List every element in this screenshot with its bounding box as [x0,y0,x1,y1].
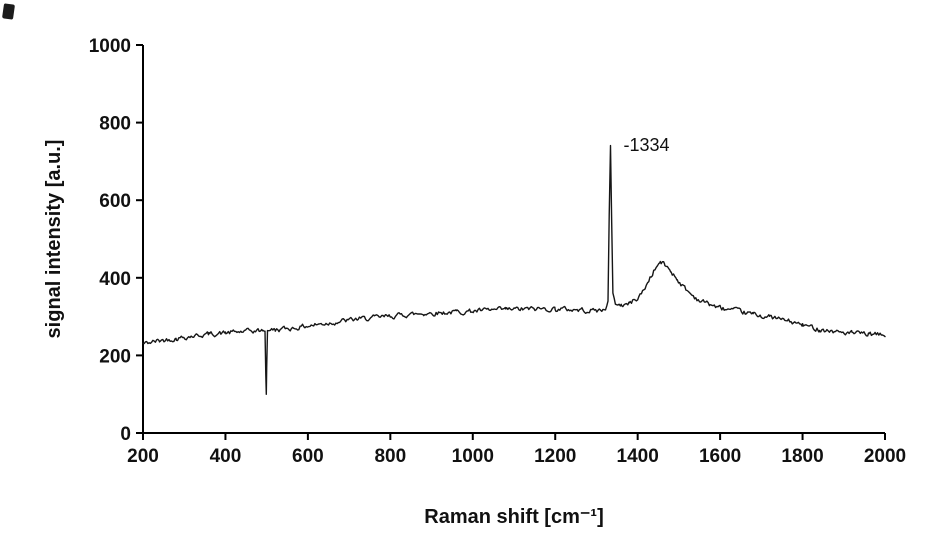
y-tick-label: 200 [99,346,131,367]
x-tick-label: 1600 [699,446,741,467]
scan-artifact [2,3,15,20]
axes [136,44,886,440]
y-tick-label: 1000 [89,36,131,57]
x-tick-label: 1000 [452,446,494,467]
x-tick-label: 1400 [617,446,659,467]
y-tick-label: 800 [99,114,131,135]
y-tick-label: 600 [99,191,131,212]
tick-labels: 200 400 600 800 1000 1200 1400 1600 1800 20000200… [89,36,906,467]
x-tick-label: 200 [127,446,159,467]
spectrum-line [142,144,886,395]
x-tick-label: 600 [292,446,324,467]
x-tick-label: 2000 [864,446,906,467]
x-tick-label: 400 [210,446,242,467]
x-tick-label: 800 [374,446,406,467]
y-tick-label: 400 [99,269,131,290]
y-axis-title: signal intensity [a.u.] [43,140,65,339]
x-axis-title: Raman shift [cm⁻¹] [424,506,603,528]
x-tick-label: 1800 [781,446,823,467]
y-tick-label: 0 [120,424,131,445]
peak-annotation: -1334 [624,135,670,155]
spectrum-line-group [142,144,886,395]
x-tick-label: 1200 [534,446,576,467]
